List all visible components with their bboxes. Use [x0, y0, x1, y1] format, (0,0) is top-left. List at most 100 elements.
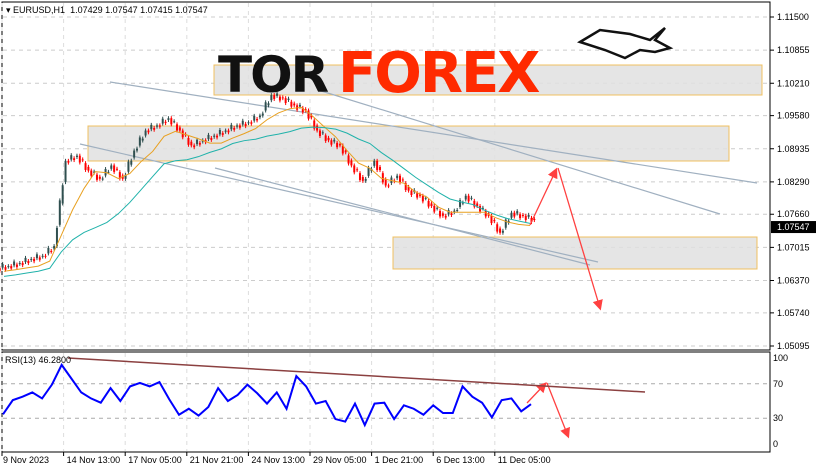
- candle: [221, 133, 224, 135]
- candle: [453, 210, 456, 212]
- candle: [170, 118, 173, 125]
- candle: [110, 165, 113, 169]
- price-zone: [213, 64, 763, 96]
- candle: [344, 150, 347, 153]
- candle: [479, 206, 482, 212]
- candle: [293, 103, 296, 106]
- candle: [507, 220, 510, 223]
- candle: [213, 135, 216, 137]
- candle: [376, 160, 379, 171]
- current-price-marker: [771, 221, 816, 234]
- y-tick-label: 1.09580: [777, 111, 810, 121]
- candle: [327, 137, 330, 141]
- candle: [67, 160, 70, 163]
- candle: [218, 130, 221, 135]
- candle: [444, 215, 447, 218]
- candle: [227, 130, 230, 133]
- candle: [78, 155, 81, 163]
- candle: [347, 155, 350, 164]
- candle: [207, 134, 210, 140]
- candle: [430, 203, 433, 207]
- candle: [178, 127, 181, 131]
- trend-line: [214, 167, 591, 266]
- candle: [384, 179, 387, 186]
- candle: [233, 127, 236, 130]
- candle: [258, 115, 261, 118]
- candle: [404, 183, 407, 190]
- candle: [410, 190, 413, 195]
- y-tick-label: 1.05740: [777, 308, 810, 318]
- candle: [473, 200, 476, 207]
- candle: [424, 197, 427, 199]
- rsi-pane: [1, 351, 771, 453]
- candle: [273, 95, 276, 99]
- candle: [55, 227, 58, 247]
- rsi-tick-label: 0: [773, 439, 778, 449]
- candle: [298, 104, 301, 107]
- y-tick-label: 1.06370: [777, 276, 810, 286]
- candle: [350, 160, 353, 166]
- price-zone: [87, 125, 730, 162]
- candle: [516, 211, 519, 214]
- candle: [261, 113, 264, 116]
- candle: [95, 174, 98, 180]
- forecast-arrow: [557, 167, 603, 311]
- candle: [30, 258, 33, 260]
- candle: [44, 255, 47, 257]
- candle: [373, 160, 376, 166]
- x-tick-label: 11 Dec 05:00: [498, 455, 551, 465]
- candle: [216, 135, 219, 138]
- candle: [196, 139, 199, 145]
- candle: [35, 254, 38, 259]
- candle: [41, 255, 44, 257]
- candle: [241, 120, 244, 125]
- x-tick-label: 21 Nov 21:00: [190, 455, 244, 465]
- candle: [524, 215, 527, 220]
- candle: [224, 130, 227, 132]
- candle: [27, 260, 30, 264]
- candle: [464, 195, 467, 200]
- x-tick-label: 9 Nov 2023: [3, 455, 49, 465]
- candle: [276, 93, 279, 96]
- candle: [84, 163, 87, 170]
- candle: [38, 257, 41, 260]
- candle: [484, 210, 487, 217]
- forecast-arrow: [529, 167, 558, 226]
- y-tick-label: 1.10855: [777, 45, 810, 55]
- candle: [81, 159, 84, 161]
- candle: [290, 101, 293, 107]
- candle: [330, 140, 333, 145]
- candle: [378, 166, 381, 171]
- candle: [519, 214, 522, 219]
- y-tick-label: 1.08290: [777, 177, 810, 187]
- candle: [401, 179, 404, 181]
- symbol-label: EURUSD,H1: [13, 5, 66, 15]
- y-tick-label: 1.07015: [777, 242, 810, 252]
- candle: [75, 155, 78, 157]
- candle: [1, 264, 4, 268]
- candle: [493, 220, 496, 222]
- candle: [64, 160, 67, 183]
- candle: [459, 200, 462, 207]
- candle: [481, 207, 484, 209]
- candle: [324, 135, 327, 141]
- candle: [364, 178, 367, 181]
- candle: [501, 230, 504, 233]
- candle: [141, 138, 144, 141]
- candle: [127, 161, 130, 172]
- x-tick-label: 17 Nov 05:00: [128, 455, 182, 465]
- candle: [353, 165, 356, 173]
- x-tick-label: 24 Nov 13:00: [251, 455, 305, 465]
- candle: [387, 185, 390, 187]
- candle: [164, 121, 167, 124]
- candle: [236, 125, 239, 127]
- candle: [399, 175, 401, 183]
- candle: [167, 118, 170, 120]
- candle: [161, 118, 164, 124]
- candle: [58, 200, 61, 225]
- x-tick-label: 6 Dec 13:00: [436, 455, 485, 465]
- rsi-line: [2, 362, 532, 428]
- candle: [499, 228, 502, 233]
